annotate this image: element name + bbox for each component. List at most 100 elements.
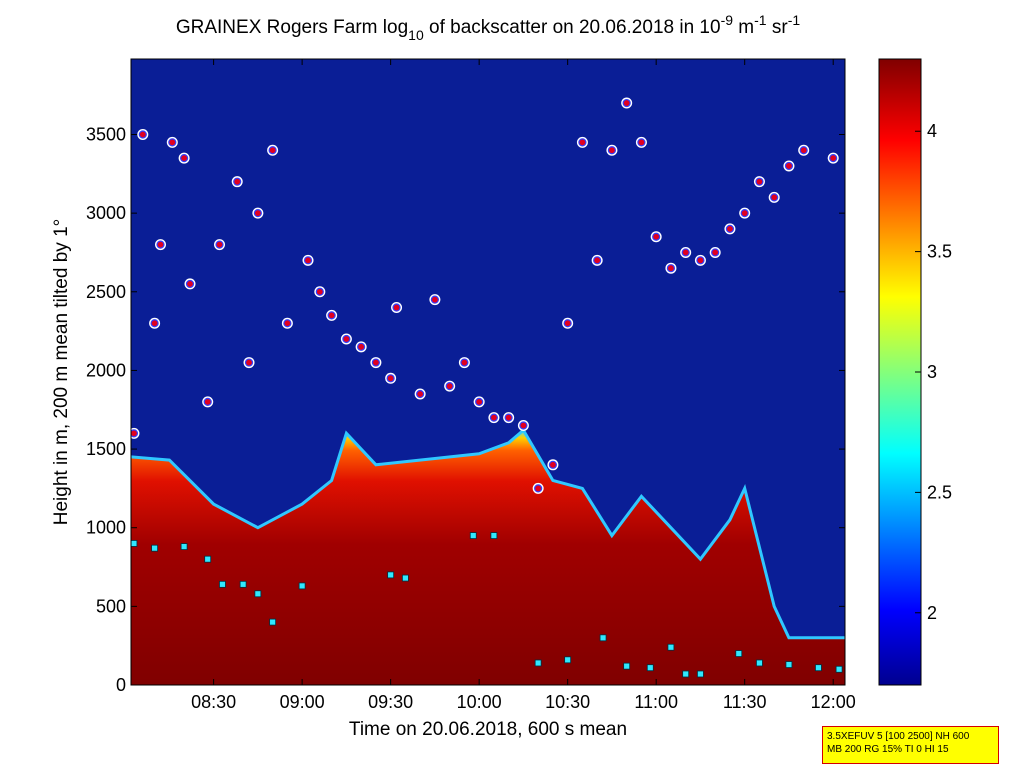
cloud-base-marker bbox=[547, 459, 559, 471]
low-cloud-marker bbox=[564, 656, 572, 664]
info-line-2: MB 200 RG 15% TI 0 HI 15 bbox=[827, 744, 949, 755]
y-tick-label: 1000 bbox=[86, 518, 126, 538]
cloud-base-marker bbox=[281, 317, 293, 329]
x-tick-label: 09:30 bbox=[368, 692, 413, 712]
y-tick-label: 3000 bbox=[86, 203, 126, 223]
cloud-base-marker bbox=[214, 239, 226, 251]
cloud-base-marker bbox=[724, 223, 736, 235]
cloud-base-marker bbox=[340, 333, 352, 345]
cloud-base-marker bbox=[137, 128, 149, 140]
x-tick-label: 08:30 bbox=[191, 692, 236, 712]
x-tick-label: 11:00 bbox=[634, 692, 678, 712]
cloud-base-marker bbox=[458, 357, 470, 369]
cloud-base-marker bbox=[178, 152, 190, 164]
colorbar-tick-label: 2.5 bbox=[927, 482, 952, 502]
low-cloud-marker bbox=[815, 664, 822, 672]
low-cloud-marker bbox=[131, 540, 138, 547]
cloud-base-marker bbox=[621, 97, 633, 109]
low-cloud-marker bbox=[269, 618, 277, 626]
y-tick-label: 2000 bbox=[86, 360, 126, 380]
x-tick-label: 10:00 bbox=[457, 692, 502, 712]
cloud-base-marker bbox=[252, 207, 264, 219]
low-cloud-markers bbox=[131, 532, 843, 678]
cloud-base-marker bbox=[753, 176, 765, 188]
low-cloud-marker bbox=[219, 580, 226, 588]
cloud-base-marker bbox=[739, 207, 751, 219]
low-cloud-marker bbox=[401, 574, 409, 582]
cloud-base-marker bbox=[166, 136, 178, 148]
cloud-base-marker bbox=[665, 262, 677, 274]
low-cloud-marker bbox=[756, 659, 763, 667]
low-cloud-marker bbox=[239, 580, 247, 588]
cloud-base-marker bbox=[370, 357, 382, 369]
cloud-base-marker bbox=[606, 144, 618, 156]
y-axis-label: Height in m, 200 m mean tilted by 1° bbox=[51, 219, 72, 525]
low-cloud-marker bbox=[534, 659, 542, 667]
cloud-base-marker bbox=[267, 144, 279, 156]
low-cloud-marker bbox=[682, 670, 690, 678]
cloud-base-marker bbox=[650, 231, 662, 243]
y-tick-label: 3500 bbox=[86, 124, 126, 144]
y-tick-label: 2500 bbox=[86, 282, 126, 302]
cloud-base-marker bbox=[355, 341, 367, 353]
x-axis-label: Time on 20.06.2018, 600 s mean bbox=[349, 719, 627, 740]
cloud-base-marker bbox=[131, 427, 140, 439]
cloud-base-marker bbox=[517, 419, 529, 431]
cloud-base-marker bbox=[635, 136, 647, 148]
cloud-base-marker bbox=[414, 388, 426, 400]
low-cloud-marker bbox=[646, 664, 654, 672]
low-cloud-marker bbox=[835, 665, 843, 673]
low-cloud-marker bbox=[623, 662, 631, 670]
heatmap-area bbox=[131, 59, 845, 685]
low-cloud-marker bbox=[599, 634, 607, 642]
cloud-base-marker bbox=[576, 136, 588, 148]
cloud-base-marker bbox=[155, 239, 167, 251]
cloud-base-marker bbox=[798, 144, 810, 156]
low-cloud-marker bbox=[785, 661, 793, 668]
settings-info-box: 3.5XEFUV 5 [100 2500] NH 600 MB 200 RG 1… bbox=[822, 726, 999, 764]
x-tick-label: 11:30 bbox=[723, 692, 767, 712]
cloud-base-marker bbox=[680, 246, 692, 258]
cloud-base-marker bbox=[202, 396, 214, 408]
info-line-1: 3.5XEFUV 5 [100 2500] NH 600 bbox=[827, 731, 970, 742]
cloud-base-marker bbox=[391, 302, 403, 314]
cloud-base-marker bbox=[473, 396, 485, 408]
cloud-base-marker bbox=[532, 482, 544, 494]
x-tick-label: 12:00 bbox=[811, 692, 856, 712]
cloud-base-marker bbox=[326, 309, 338, 321]
low-cloud-marker bbox=[697, 670, 704, 678]
x-tick-label: 09:00 bbox=[280, 692, 325, 712]
colorbar-ticks: 2 2.5 3 3.5 4 bbox=[915, 121, 952, 623]
colorbar-tick-label: 4 bbox=[927, 121, 937, 141]
low-cloud-marker bbox=[387, 571, 395, 579]
cloud-base-marker bbox=[231, 176, 243, 188]
low-cloud-marker bbox=[667, 643, 675, 651]
y-tick-label: 500 bbox=[96, 596, 126, 616]
cloud-base-marker bbox=[694, 254, 706, 266]
colorbar-tick-label: 2 bbox=[927, 603, 937, 623]
cloud-base-marker bbox=[385, 372, 397, 384]
colorbar bbox=[878, 58, 922, 686]
plot-frame bbox=[130, 58, 846, 686]
cloud-base-markers bbox=[131, 97, 839, 494]
cloud-base-marker bbox=[827, 152, 839, 164]
cloud-base-marker bbox=[709, 246, 721, 258]
low-cloud-marker bbox=[490, 532, 498, 539]
boundary-layer-fill bbox=[131, 430, 845, 685]
cloud-base-marker bbox=[243, 357, 255, 369]
cloud-base-marker bbox=[314, 286, 326, 298]
y-axis: 0 500 1000 1500 2000 2500 3000 3500 bbox=[86, 124, 845, 695]
cloud-base-marker bbox=[783, 160, 795, 172]
low-cloud-marker bbox=[735, 650, 743, 657]
cloud-base-marker bbox=[562, 317, 574, 329]
cloud-base-marker bbox=[429, 294, 441, 306]
cloud-base-marker bbox=[444, 380, 456, 392]
low-cloud-marker bbox=[254, 590, 262, 598]
cloud-base-marker bbox=[488, 412, 500, 424]
low-cloud-marker bbox=[180, 543, 188, 550]
y-tick-label: 1500 bbox=[86, 439, 126, 459]
colorbar-tick-label: 3 bbox=[927, 362, 937, 382]
low-cloud-marker bbox=[204, 555, 212, 563]
low-cloud-marker bbox=[151, 544, 159, 552]
